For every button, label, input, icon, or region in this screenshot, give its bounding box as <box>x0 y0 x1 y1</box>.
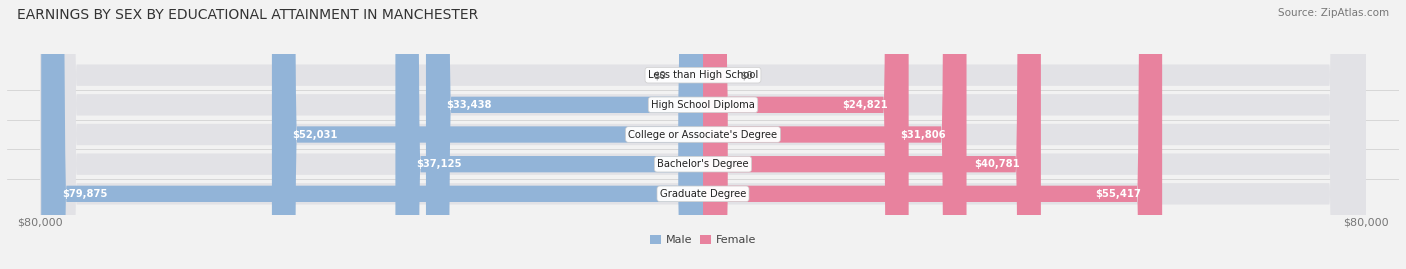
FancyBboxPatch shape <box>41 0 703 269</box>
Text: $0: $0 <box>652 70 665 80</box>
Text: $79,875: $79,875 <box>62 189 107 199</box>
Text: $55,417: $55,417 <box>1095 189 1142 199</box>
Text: $24,821: $24,821 <box>842 100 889 110</box>
FancyBboxPatch shape <box>703 0 966 269</box>
FancyBboxPatch shape <box>41 0 1365 269</box>
Text: $37,125: $37,125 <box>416 159 461 169</box>
FancyBboxPatch shape <box>41 0 1365 269</box>
Text: $31,806: $31,806 <box>900 129 946 140</box>
FancyBboxPatch shape <box>426 0 703 269</box>
Text: College or Associate's Degree: College or Associate's Degree <box>628 129 778 140</box>
FancyBboxPatch shape <box>703 0 1040 269</box>
Text: $0: $0 <box>741 70 754 80</box>
FancyBboxPatch shape <box>41 0 1365 269</box>
Text: High School Diploma: High School Diploma <box>651 100 755 110</box>
FancyBboxPatch shape <box>41 0 1365 269</box>
FancyBboxPatch shape <box>703 0 908 269</box>
FancyBboxPatch shape <box>395 0 703 269</box>
FancyBboxPatch shape <box>703 0 1163 269</box>
Text: EARNINGS BY SEX BY EDUCATIONAL ATTAINMENT IN MANCHESTER: EARNINGS BY SEX BY EDUCATIONAL ATTAINMEN… <box>17 8 478 22</box>
Text: $33,438: $33,438 <box>447 100 492 110</box>
FancyBboxPatch shape <box>41 0 1365 269</box>
FancyBboxPatch shape <box>271 0 703 269</box>
Text: Source: ZipAtlas.com: Source: ZipAtlas.com <box>1278 8 1389 18</box>
Text: $52,031: $52,031 <box>292 129 337 140</box>
Text: $40,781: $40,781 <box>974 159 1021 169</box>
Text: Bachelor's Degree: Bachelor's Degree <box>657 159 749 169</box>
Text: Graduate Degree: Graduate Degree <box>659 189 747 199</box>
Text: Less than High School: Less than High School <box>648 70 758 80</box>
Legend: Male, Female: Male, Female <box>650 235 756 245</box>
